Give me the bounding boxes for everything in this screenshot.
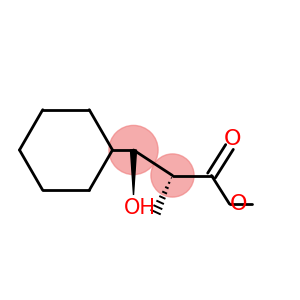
Text: O: O bbox=[224, 129, 241, 148]
Text: O: O bbox=[230, 194, 247, 214]
Text: OH: OH bbox=[124, 199, 155, 218]
Circle shape bbox=[151, 154, 194, 197]
Circle shape bbox=[109, 125, 158, 175]
Polygon shape bbox=[130, 150, 136, 195]
